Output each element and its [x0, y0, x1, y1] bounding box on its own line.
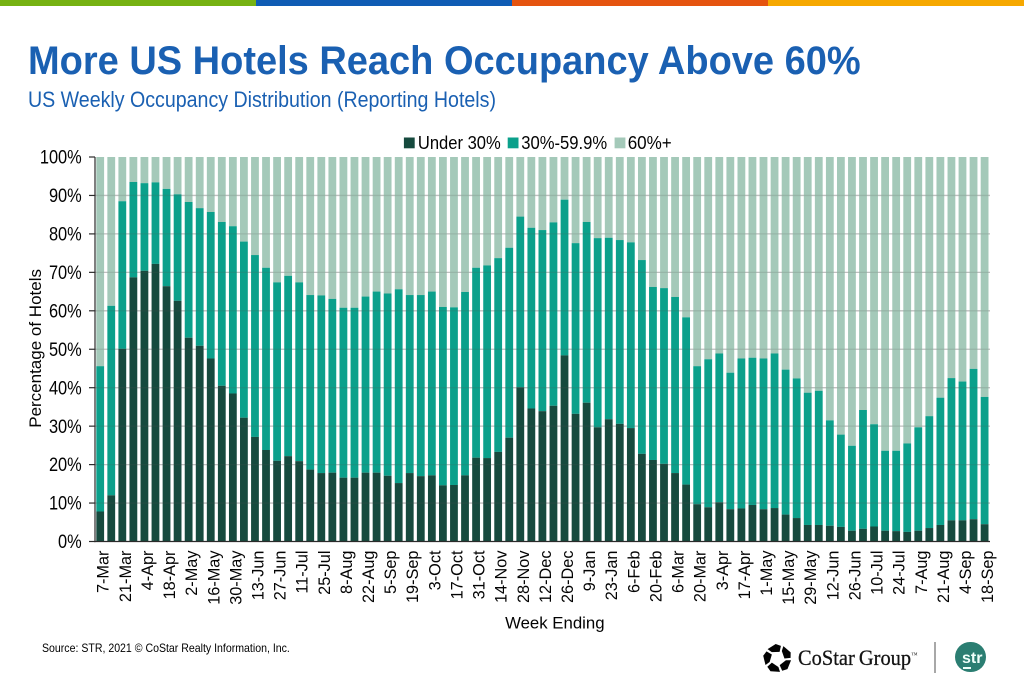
- svg-text:40%: 40%: [49, 377, 82, 399]
- svg-text:23-Jan: 23-Jan: [603, 551, 621, 601]
- svg-text:26-Jun: 26-Jun: [846, 551, 864, 601]
- svg-text:90%: 90%: [49, 185, 82, 207]
- svg-text:18-Sep: 18-Sep: [979, 551, 997, 604]
- svg-text:60%+: 60%+: [628, 132, 672, 153]
- svg-text:21-Aug: 21-Aug: [935, 551, 953, 604]
- svg-text:20-Mar: 20-Mar: [692, 550, 710, 602]
- svg-text:20-Feb: 20-Feb: [647, 551, 665, 603]
- svg-text:12-Jun: 12-Jun: [824, 551, 842, 601]
- svg-text:15-May: 15-May: [780, 550, 798, 605]
- svg-text:21-Mar: 21-Mar: [117, 550, 135, 602]
- svg-text:0%: 0%: [58, 531, 82, 553]
- svg-text:3-Oct: 3-Oct: [426, 550, 444, 590]
- svg-text:60%: 60%: [49, 300, 82, 322]
- svg-text:26-Dec: 26-Dec: [559, 551, 577, 604]
- svg-text:70%: 70%: [49, 262, 82, 284]
- svg-text:4-Sep: 4-Sep: [957, 551, 975, 594]
- svg-text:100%: 100%: [40, 146, 82, 168]
- svg-text:30%-59.9%: 30%-59.9%: [521, 132, 607, 153]
- svg-text:7-Aug: 7-Aug: [913, 551, 931, 594]
- svg-text:20%: 20%: [49, 454, 82, 476]
- svg-text:6-Mar: 6-Mar: [670, 550, 688, 593]
- svg-text:30%: 30%: [49, 416, 82, 438]
- svg-text:11-Jul: 11-Jul: [294, 551, 312, 594]
- svg-text:16-May: 16-May: [205, 550, 223, 605]
- svg-text:3-Apr: 3-Apr: [714, 550, 732, 590]
- svg-text:1-May: 1-May: [758, 550, 776, 596]
- svg-text:10-Jul: 10-Jul: [869, 551, 887, 595]
- svg-text:24-Jul: 24-Jul: [891, 551, 909, 595]
- svg-text:7-Mar: 7-Mar: [95, 550, 113, 593]
- svg-text:17-Oct: 17-Oct: [448, 550, 466, 599]
- svg-text:31-Oct: 31-Oct: [471, 550, 489, 599]
- svg-text:12-Dec: 12-Dec: [537, 551, 555, 604]
- svg-text:2-May: 2-May: [183, 550, 201, 596]
- svg-text:18-Apr: 18-Apr: [161, 550, 179, 599]
- svg-text:Week Ending: Week Ending: [505, 613, 604, 632]
- svg-text:13-Jun: 13-Jun: [249, 551, 267, 601]
- svg-text:30-May: 30-May: [227, 550, 245, 605]
- svg-text:17-Apr: 17-Apr: [736, 550, 754, 599]
- svg-text:80%: 80%: [49, 223, 82, 245]
- svg-text:14-Nov: 14-Nov: [493, 550, 511, 603]
- svg-text:25-Jul: 25-Jul: [316, 551, 334, 595]
- svg-text:50%: 50%: [49, 339, 82, 361]
- svg-text:Percentage of Hotels: Percentage of Hotels: [26, 269, 45, 428]
- svg-text:8-Aug: 8-Aug: [338, 551, 356, 594]
- svg-text:6-Feb: 6-Feb: [625, 551, 643, 594]
- svg-text:22-Aug: 22-Aug: [360, 551, 378, 604]
- svg-text:5-Sep: 5-Sep: [382, 551, 400, 594]
- svg-text:9-Jan: 9-Jan: [581, 551, 599, 592]
- svg-text:10%: 10%: [49, 492, 82, 514]
- svg-text:29-May: 29-May: [802, 550, 820, 605]
- svg-text:27-Jun: 27-Jun: [272, 551, 290, 601]
- svg-text:19-Sep: 19-Sep: [404, 551, 422, 604]
- svg-text:28-Nov: 28-Nov: [515, 550, 533, 603]
- svg-text:4-Apr: 4-Apr: [139, 550, 157, 590]
- svg-text:Under 30%: Under 30%: [418, 132, 501, 153]
